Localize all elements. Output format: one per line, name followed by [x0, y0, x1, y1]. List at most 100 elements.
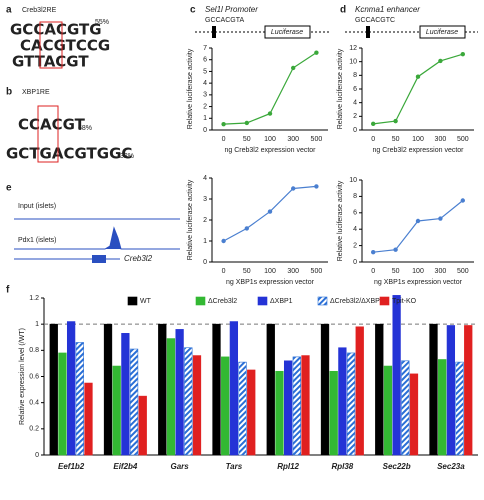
x-tick-label: 300 [435, 268, 447, 275]
point [438, 58, 443, 64]
x-tick-label: 0 [371, 136, 375, 143]
x-tick-label: 0 [222, 136, 226, 143]
x-tick-label: Rpl12 [277, 462, 299, 471]
y-tick-label: 0.8 [29, 347, 39, 354]
y-tick-label: 10 [349, 177, 357, 184]
point [221, 121, 226, 127]
motif-logo: GTTACGT [12, 53, 89, 71]
gene-label: Creb3l2 [124, 254, 153, 263]
bar [75, 342, 84, 456]
track-label: Input (islets) [18, 203, 56, 210]
y-tick-label: 0.6 [29, 373, 39, 380]
y-tick-label: 0 [35, 452, 39, 459]
x-tick-label: Gars [171, 462, 190, 471]
y-tick-label: 3 [203, 196, 207, 203]
bar [438, 359, 447, 456]
x-tick-label: 0 [371, 268, 375, 275]
y-tick-label: 6 [203, 57, 207, 64]
x-tick-label: 50 [243, 136, 251, 143]
bar [103, 323, 113, 456]
point [314, 50, 319, 55]
x-tick-label: Sec23a [437, 462, 465, 471]
y-tick-label: 2 [203, 217, 207, 224]
panel-title: XBP1RE [22, 89, 50, 96]
panel-title: Creb3l2RE [22, 7, 57, 14]
bar [355, 326, 364, 456]
x-tick-label: 100 [412, 136, 424, 143]
legend-swatch [379, 296, 390, 306]
bar [212, 323, 221, 456]
panel-letter: e [6, 183, 12, 194]
x-tick-label: 100 [264, 268, 276, 275]
point [393, 118, 398, 124]
y-tick-label: 1.2 [29, 295, 39, 302]
y-tick-label: 2 [203, 103, 207, 110]
bar [446, 325, 456, 456]
y-tick-label: 4 [353, 226, 357, 233]
y-tick-label: 12 [349, 45, 357, 52]
x-tick-label: 500 [311, 268, 323, 275]
bar [329, 370, 338, 456]
point [460, 51, 465, 57]
motif-percent: 55% [95, 19, 109, 26]
legend-label: WT [140, 298, 152, 305]
bar [192, 355, 202, 456]
point [267, 209, 273, 214]
x-tick-label: 500 [457, 268, 469, 275]
track [14, 226, 180, 250]
point [267, 111, 273, 116]
x-tick-label: 100 [412, 268, 424, 275]
x-tick-label: 300 [287, 268, 299, 275]
y-tick-label: 0 [353, 259, 357, 266]
x-tick-label: 300 [435, 136, 447, 143]
x-tick-label: 500 [457, 136, 469, 143]
y-axis-label: Relative luciferase activity [337, 180, 344, 261]
bar [292, 356, 301, 456]
x-tick-label: Eef1b2 [58, 462, 85, 471]
bar [175, 329, 184, 456]
y-axis-label: Relative expression level (/WT) [19, 328, 26, 425]
bar [66, 321, 76, 456]
construct-sequence: GCCACGTA [205, 17, 244, 24]
y-axis-label: Relative luciferase activity [337, 48, 344, 129]
bar [401, 360, 410, 456]
point [393, 247, 398, 252]
x-axis-label: ng Creb3l2 expression vector [224, 147, 316, 154]
y-tick-label: 5 [203, 68, 207, 75]
bar [320, 323, 330, 456]
point [371, 249, 376, 255]
point [314, 184, 319, 189]
bar [383, 365, 393, 456]
bar [184, 347, 193, 456]
bar [301, 355, 310, 456]
construct-sequence: GCCACGTC [355, 17, 395, 24]
point [244, 226, 249, 231]
panel-letter: c [190, 5, 196, 16]
x-tick-label: Sec22b [383, 462, 411, 471]
motif-box [37, 105, 59, 163]
panel-letter: f [6, 285, 10, 296]
x-tick-label: Rpl38 [331, 462, 353, 471]
bar [84, 382, 93, 456]
y-tick-label: 8 [353, 72, 357, 79]
y-tick-label: 0 [203, 259, 207, 266]
gene-exon [92, 255, 106, 263]
bar [112, 365, 121, 456]
bar [409, 373, 419, 456]
bar [275, 370, 284, 456]
bar [49, 323, 58, 456]
y-tick-label: 1 [203, 115, 207, 122]
y-tick-label: 2 [353, 113, 357, 120]
bar [346, 352, 356, 456]
legend-swatch [195, 296, 206, 306]
reporter-label: Luciferase [426, 29, 458, 36]
motif-box [39, 21, 63, 69]
y-tick-label: 8 [353, 193, 357, 200]
legend-swatch [317, 296, 328, 306]
bar [455, 361, 464, 456]
point [291, 186, 296, 191]
panel-letter: d [340, 5, 346, 16]
point [438, 216, 443, 221]
legend-swatch [127, 296, 138, 306]
point [415, 74, 421, 79]
